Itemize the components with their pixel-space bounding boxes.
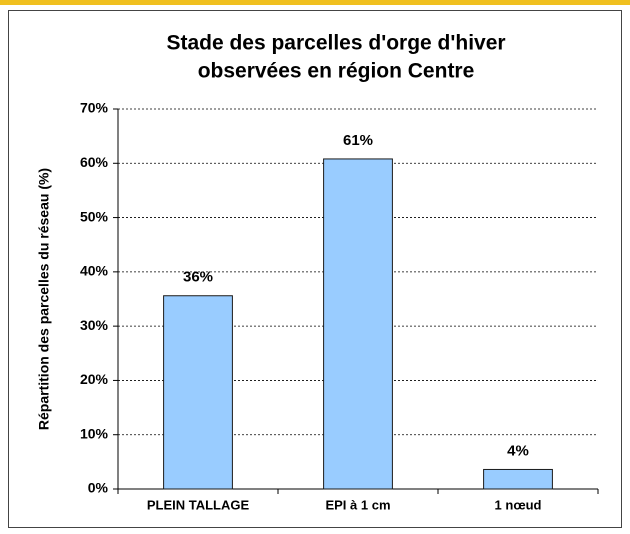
x-tick-label: 1 nœud xyxy=(495,497,542,512)
y-axis-label: Répartition des parcelles du réseau (%) xyxy=(36,168,52,430)
value-label: 61% xyxy=(343,132,373,149)
y-tick-label: 70% xyxy=(80,100,109,116)
bar xyxy=(323,158,393,490)
y-tick-label: 20% xyxy=(80,371,109,387)
y-tick-label: 0% xyxy=(88,480,109,496)
bar xyxy=(483,468,553,490)
bar xyxy=(163,295,233,490)
top-band xyxy=(0,0,630,5)
value-label: 36% xyxy=(183,269,213,286)
y-tick-label: 60% xyxy=(80,154,109,170)
y-tick-label: 10% xyxy=(80,425,109,441)
y-tick-label: 50% xyxy=(80,208,109,224)
x-tick-label: EPI à 1 cm xyxy=(325,497,390,512)
chart-title: observées en région Centre xyxy=(198,60,475,83)
chart-frame xyxy=(8,10,622,528)
y-tick-label: 40% xyxy=(80,263,109,279)
chart-title: Stade des parcelles d'orge d'hiver xyxy=(166,32,505,55)
x-tick-label: PLEIN TALLAGE xyxy=(147,497,250,512)
value-label: 4% xyxy=(507,442,529,459)
y-tick-label: 30% xyxy=(80,317,109,333)
